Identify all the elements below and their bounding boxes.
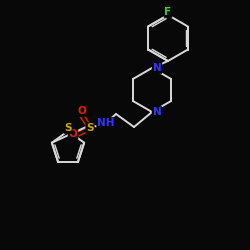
Text: O: O (78, 106, 86, 116)
Text: S: S (86, 123, 94, 133)
Text: O: O (68, 129, 78, 139)
Text: S: S (64, 123, 72, 133)
Text: N: N (152, 63, 162, 73)
Text: F: F (164, 7, 172, 17)
Text: NH: NH (97, 118, 115, 128)
Text: N: N (152, 107, 162, 117)
